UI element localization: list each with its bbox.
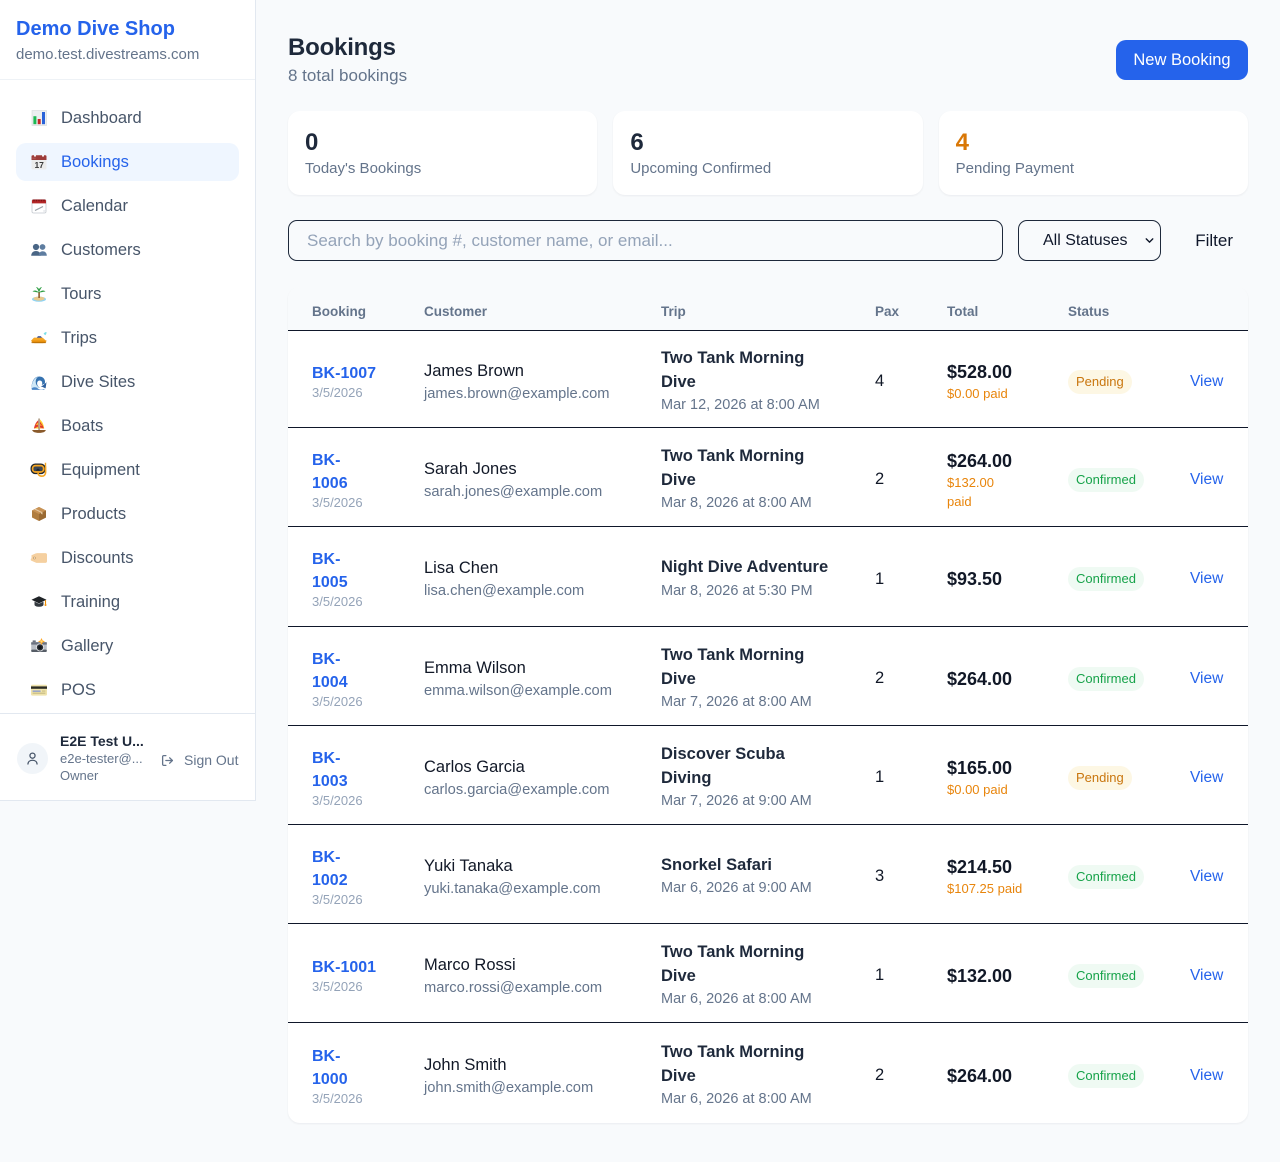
- svg-text:17: 17: [34, 160, 44, 170]
